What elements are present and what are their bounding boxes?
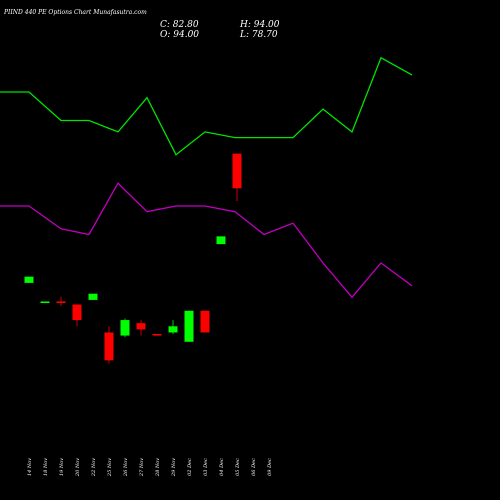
- candle-body: [232, 153, 242, 189]
- candle-body: [184, 310, 194, 342]
- candle-29-nov: [168, 320, 178, 335]
- candle-25-nov: [104, 326, 114, 364]
- candle-28-nov: [152, 334, 162, 336]
- candle-body: [104, 332, 114, 361]
- close-value: C: 82.80: [160, 20, 199, 30]
- date-tick-label: 27 Nov: [139, 458, 145, 477]
- date-tick-label: 18 Nov: [43, 458, 49, 476]
- date-tick-label: 19 Nov: [59, 458, 65, 476]
- candle-19-nov: [56, 296, 66, 307]
- candle-02-dec: [184, 310, 194, 342]
- date-tick-label: 09 Dec: [267, 458, 273, 476]
- chart-title: PIIND 440 PE Options Chart Munafasutra.c…: [3, 9, 147, 16]
- indicator-lines: [0, 56, 413, 299]
- indicator-line-1: [0, 56, 413, 156]
- candle-body: [120, 320, 130, 336]
- date-tick-label: 05 Dec: [235, 458, 241, 476]
- low-value: L: 78.70: [239, 30, 278, 40]
- candle-14-nov: [24, 276, 34, 283]
- date-tick-label: 29 Nov: [171, 458, 177, 477]
- date-tick-label: 28 Nov: [155, 458, 161, 477]
- date-tick-label: 25 Nov: [107, 458, 113, 477]
- candle-body: [24, 276, 34, 283]
- candles: [24, 153, 242, 364]
- candle-body: [88, 293, 98, 300]
- candle-04-dec: [216, 236, 226, 245]
- date-tick-label: 03 Dec: [203, 458, 209, 476]
- high-value: H: 94.00: [239, 20, 280, 30]
- date-axis: 14 Nov 18 Nov 19 Nov 20 Nov 22 Nov 25 Nov 26 N…: [27, 458, 273, 477]
- date-tick-label: 22 Nov: [91, 458, 97, 477]
- candle-18-nov: [40, 301, 50, 304]
- candle-26-nov: [120, 318, 130, 338]
- date-tick-label: 02 Dec: [187, 458, 193, 476]
- date-tick-label: 14 Nov: [27, 458, 33, 476]
- date-tick-label: 26 Nov: [123, 458, 129, 477]
- open-value: O: 94.00: [160, 30, 199, 40]
- candle-body: [152, 334, 162, 336]
- candle-22-nov: [88, 293, 98, 300]
- date-tick-label: 20 Nov: [75, 458, 81, 477]
- candle-body: [168, 326, 178, 333]
- candle-body: [72, 304, 82, 321]
- candle-body: [200, 310, 210, 333]
- candle-body: [136, 323, 146, 330]
- candle-body: [40, 301, 50, 304]
- candle-05-dec: [232, 153, 242, 202]
- date-tick-label: 04 Dec: [219, 458, 225, 476]
- candle-03-dec: [200, 310, 210, 333]
- date-tick-label: 06 Dec: [251, 458, 257, 476]
- candle-27-nov: [136, 320, 146, 336]
- indicator-line-2: [0, 182, 413, 299]
- candle-20-nov: [72, 304, 82, 327]
- candle-body: [56, 301, 66, 304]
- candle-body: [216, 236, 226, 245]
